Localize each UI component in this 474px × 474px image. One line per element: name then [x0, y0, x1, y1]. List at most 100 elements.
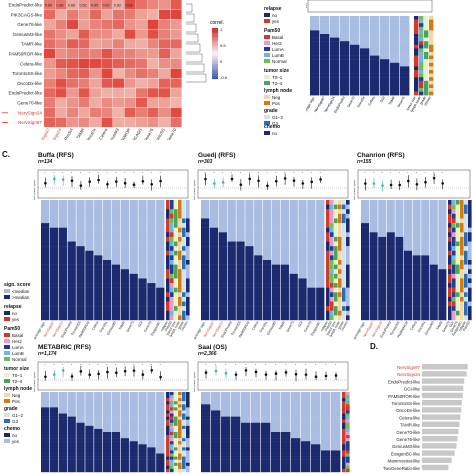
- score-cell: [236, 273, 245, 279]
- annotation-cell: [419, 52, 424, 56]
- score-cell: [58, 435, 67, 439]
- score-cell: [227, 209, 236, 215]
- score-cell: [236, 315, 245, 321]
- annotation-cell: [182, 404, 186, 408]
- score-cell: [76, 287, 85, 293]
- score-cell: [211, 459, 221, 463]
- score-cell: [350, 26, 360, 31]
- legend-lymph-node: lymph node Neg Pos: [264, 88, 293, 106]
- score-cell: [85, 392, 94, 396]
- score-cell: [156, 236, 165, 242]
- score-cell: [156, 398, 165, 402]
- score-cell: [85, 269, 94, 275]
- annotation-cell: [186, 468, 190, 473]
- score-cell: [404, 218, 412, 224]
- annotation-cell: [468, 287, 472, 293]
- score-cell: [49, 273, 59, 279]
- score-cell: [361, 250, 369, 256]
- annotation-cell: [178, 204, 182, 210]
- significance-mark: *: [115, 363, 117, 367]
- annotation-cell: [178, 425, 182, 430]
- score-cell: [429, 204, 438, 210]
- column-label: OncoDx: [259, 320, 269, 333]
- annotation-cell: [182, 444, 186, 448]
- annotation-cell: [456, 218, 460, 224]
- score-cell: [129, 404, 138, 408]
- score-cell: [49, 241, 59, 247]
- heatmap-cell: [159, 29, 171, 39]
- score-cell: [291, 435, 301, 439]
- annotation-cell: [346, 241, 350, 247]
- score-cell: [111, 255, 121, 261]
- score-cell: [201, 395, 211, 399]
- score-cell: [76, 432, 85, 436]
- score-cell: [254, 200, 263, 205]
- annotation-cell: [182, 395, 186, 399]
- annotation-cell: [346, 269, 350, 275]
- score-cell: [369, 260, 378, 265]
- score-cell: [241, 425, 251, 430]
- colorbar-step: [212, 31, 218, 34]
- score-cell: [330, 44, 340, 49]
- score-cell: [301, 401, 311, 405]
- score-cell: [103, 232, 112, 238]
- column-label: OncoDx: [85, 127, 97, 140]
- score-cell: [209, 283, 219, 288]
- score-cell: [58, 450, 67, 454]
- score-cell: [404, 283, 412, 288]
- score-cell: [156, 462, 165, 467]
- heatmap-cell: [136, 88, 148, 98]
- annotation-cell: [174, 444, 178, 448]
- annotation-cell: [424, 52, 429, 56]
- annotation-cell: [170, 273, 174, 279]
- score-cell: [370, 30, 380, 35]
- score-cell: [254, 296, 263, 302]
- annotation-cell: [170, 459, 174, 463]
- annotation-cell: [166, 296, 170, 302]
- score-cell: [321, 410, 331, 414]
- annotation-cell: [182, 310, 186, 316]
- score-cell: [370, 19, 380, 24]
- annotation-cell: [456, 223, 460, 228]
- score-cell: [380, 26, 390, 31]
- column-label: relapse: [320, 320, 329, 332]
- annotation-cell: [464, 255, 468, 261]
- score-cell: [236, 301, 245, 307]
- annotation-cell: [178, 269, 182, 275]
- score-cell: [221, 413, 231, 417]
- score-cell: [340, 52, 350, 56]
- score-cell: [412, 200, 421, 205]
- annotation-cell: [170, 260, 174, 265]
- score-cell: [231, 425, 241, 430]
- score-cell: [41, 450, 50, 454]
- score-cell: [111, 404, 121, 408]
- annotation-cell: [334, 306, 338, 311]
- annotation-cell: [174, 413, 178, 417]
- score-cell: [263, 246, 272, 251]
- annotation-cell: [174, 269, 178, 275]
- annotation-cell: [342, 413, 346, 417]
- score-cell: [201, 296, 210, 302]
- score-cell: [85, 428, 94, 433]
- score-cell: [41, 250, 50, 256]
- significance-mark: *: [160, 171, 162, 175]
- heatmap-cell: [159, 9, 171, 20]
- score-cell: [129, 413, 138, 417]
- score-cell: [404, 213, 412, 219]
- score-cell: [350, 77, 360, 81]
- score-cell: [211, 462, 221, 467]
- annotation-cell: [170, 401, 174, 405]
- annotation-cell: [448, 232, 452, 238]
- annotation-cell: [186, 218, 190, 224]
- score-cell: [49, 223, 59, 228]
- annotation-cell: [166, 441, 170, 445]
- score-cell: [271, 450, 281, 454]
- score-cell: [395, 204, 404, 210]
- score-cell: [231, 422, 241, 427]
- heatmap-cell: [90, 78, 102, 88]
- hazard-ratio-point: [264, 373, 268, 376]
- score-cell: [111, 310, 121, 316]
- score-cell: [245, 246, 254, 251]
- annotation-cell: [174, 432, 178, 436]
- score-cell: [320, 48, 330, 53]
